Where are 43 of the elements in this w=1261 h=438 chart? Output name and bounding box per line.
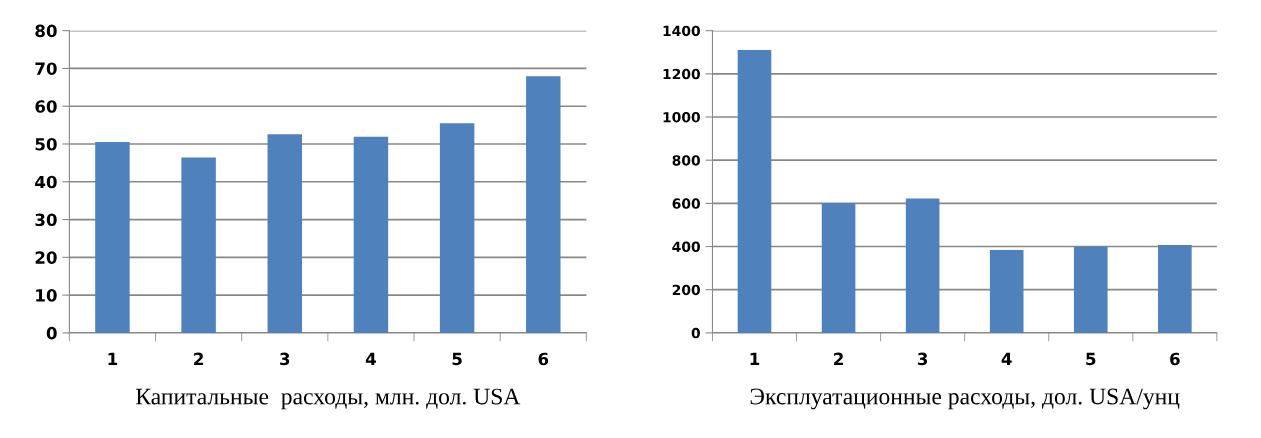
y-tick-label: 800 [672,155,700,166]
x-tick-label: 1 [108,352,118,365]
bar [989,249,1024,333]
y-tick-label: 400 [672,241,700,253]
y-tick-label: 600 [672,198,700,209]
x-axis-title: Эксплуатационные расходы, дол. USA/унц [750,388,1180,410]
y-tick-label: 1000 [663,111,700,123]
bar [737,50,772,333]
y-tick-label: 80 [35,24,57,38]
y-tick-label: 10 [36,289,57,302]
x-tick-label: 5 [452,352,462,366]
y-tick-label: 200 [672,284,700,296]
y-tick-label: 20 [35,251,57,264]
x-axis-title: Капитальные расходы, млн. дол. USA [135,388,521,410]
x-tick-label: 2 [194,352,203,365]
bar [821,202,856,333]
x-tick-label: 4 [365,352,376,365]
y-tick-label: 60 [35,100,57,113]
bar [1073,246,1108,333]
x-tick-label: 2 [834,352,843,365]
bar [1158,245,1192,333]
y-tick-label: 70 [35,62,57,76]
x-tick-label: 6 [538,352,549,366]
bar [353,136,389,333]
bar [267,134,303,333]
x-tick-label: 5 [1086,352,1096,366]
y-tick-label: 1200 [663,68,700,80]
y-tick-label: 30 [35,213,57,227]
bar [905,198,940,333]
x-tick-label: 3 [280,352,290,366]
y-tick-label: 50 [35,137,57,151]
y-tick-label: 0 [691,327,700,339]
x-tick-label: 4 [1001,352,1012,365]
x-tick-label: 1 [750,352,760,365]
bar [526,76,561,333]
y-tick-label: 0 [46,326,57,340]
x-tick-label: 6 [1170,352,1180,366]
bar [181,157,216,333]
bar [439,123,475,333]
y-tick-label: 40 [35,175,57,189]
x-tick-label: 3 [917,352,928,366]
y-tick-label: 1400 [663,25,700,37]
bar [95,142,130,333]
